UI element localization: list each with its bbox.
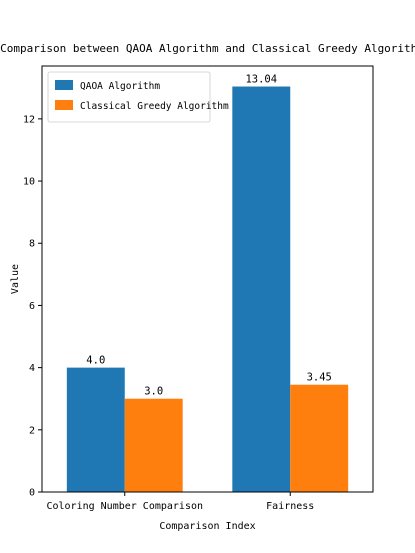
bar-value-label: 4.0 [86,355,105,367]
y-tick-label: 2 [29,425,35,436]
y-axis-ticks: 0 2 4 6 8 10 12 [23,114,42,499]
y-tick-label: 6 [29,301,35,312]
bar-value-label: 13.04 [245,74,277,86]
x-axis-ticks: Coloring Number Comparison Fairness [46,492,314,512]
legend-box [47,71,211,123]
legend-label: QAOA Algorithm [80,81,160,92]
bar-labels-group: 4.0 13.04 3.0 3.45 [86,74,332,398]
bar-greedy-1 [290,384,349,492]
y-axis-label: Value [10,264,21,294]
legend: QAOA Algorithm Classical Greedy Algorithm [47,71,229,123]
y-tick-label: 12 [23,114,35,125]
bar-qaoa-0 [66,367,125,492]
y-tick-label: 0 [29,488,35,499]
bar-value-label: 3.45 [307,372,332,384]
plot-area-frame [41,65,374,493]
bar-value-label: 3.0 [144,386,163,398]
bar-greedy-0 [124,398,183,492]
chart-title: Comparison between QAOA Algorithm and Cl… [0,42,415,55]
x-tick-label: Coloring Number Comparison [46,501,203,512]
y-tick-label: 10 [23,177,35,188]
bar-qaoa-1 [232,86,291,492]
y-tick-label: 8 [29,239,35,250]
bars-group [66,86,349,492]
legend-swatch [55,100,73,110]
x-axis-label: Comparison Index [159,521,255,532]
legend-swatch [55,80,73,90]
legend-label: Classical Greedy Algorithm [80,101,229,112]
y-tick-label: 4 [29,363,35,374]
x-tick-label: Fairness [266,501,314,512]
